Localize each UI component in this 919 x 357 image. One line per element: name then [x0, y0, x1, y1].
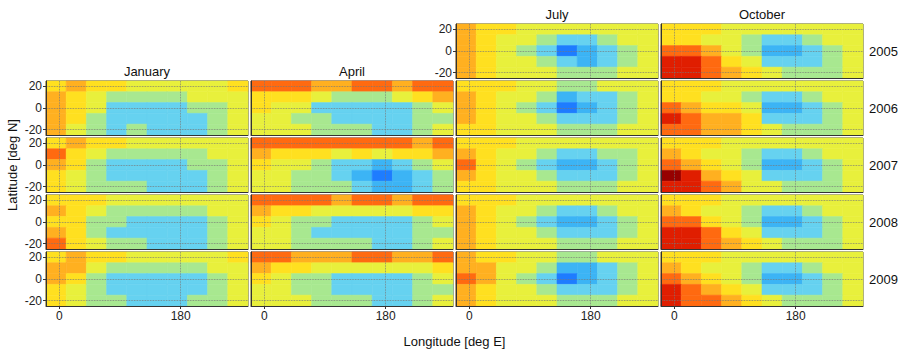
svg-text:-20: -20 — [25, 180, 43, 194]
svg-text:2007: 2007 — [869, 158, 898, 173]
svg-text:-20: -20 — [25, 237, 43, 251]
svg-text:180: 180 — [786, 309, 806, 323]
svg-text:180: 180 — [171, 309, 191, 323]
svg-text:0: 0 — [671, 309, 678, 323]
svg-text:20: 20 — [29, 193, 43, 207]
svg-text:April: April — [339, 64, 365, 79]
svg-text:-20: -20 — [25, 294, 43, 308]
svg-text:Longitude [deg E]: Longitude [deg E] — [404, 334, 506, 349]
svg-text:2006: 2006 — [869, 101, 898, 116]
svg-text:2009: 2009 — [869, 272, 898, 287]
svg-text:October: October — [739, 7, 786, 22]
svg-text:20: 20 — [439, 22, 453, 36]
svg-text:0: 0 — [261, 309, 268, 323]
svg-text:0: 0 — [35, 215, 42, 229]
svg-text:20: 20 — [29, 79, 43, 93]
svg-text:0: 0 — [466, 309, 473, 323]
svg-text:0: 0 — [56, 309, 63, 323]
svg-text:20: 20 — [29, 136, 43, 150]
svg-text:0: 0 — [35, 272, 42, 286]
svg-text:-20: -20 — [25, 123, 43, 137]
svg-text:July: July — [545, 7, 569, 22]
svg-text:20: 20 — [29, 250, 43, 264]
svg-text:2005: 2005 — [869, 44, 898, 59]
svg-text:0: 0 — [35, 101, 42, 115]
svg-text:2008: 2008 — [869, 215, 898, 230]
svg-text:180: 180 — [581, 309, 601, 323]
svg-text:-20: -20 — [435, 66, 453, 80]
svg-text:January: January — [124, 64, 171, 79]
svg-text:Latitude [deg N]: Latitude [deg N] — [5, 119, 20, 211]
svg-text:180: 180 — [376, 309, 396, 323]
svg-text:0: 0 — [35, 158, 42, 172]
svg-text:0: 0 — [445, 44, 452, 58]
